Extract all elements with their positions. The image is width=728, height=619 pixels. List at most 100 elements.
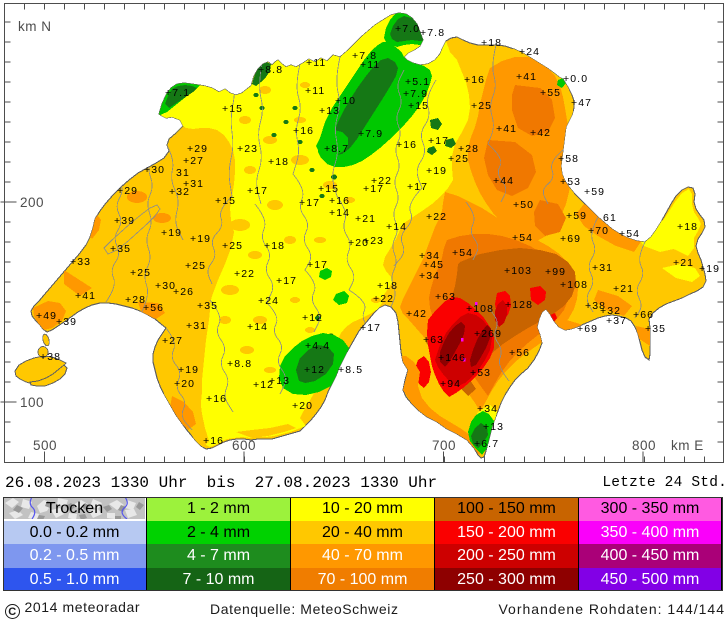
svg-text:+41: +41 bbox=[516, 71, 537, 83]
svg-text:+49: +49 bbox=[36, 310, 57, 322]
svg-text:+69: +69 bbox=[560, 233, 581, 245]
svg-text:+14: +14 bbox=[329, 207, 350, 219]
svg-text:800: 800 bbox=[632, 438, 656, 453]
svg-text:+56: +56 bbox=[143, 302, 164, 314]
svg-text:600: 600 bbox=[232, 438, 256, 453]
svg-text:+33: +33 bbox=[70, 256, 91, 268]
svg-text:+16: +16 bbox=[206, 393, 227, 405]
svg-text:+13: +13 bbox=[483, 421, 504, 433]
svg-text:+25: +25 bbox=[448, 153, 469, 165]
svg-text:+42: +42 bbox=[530, 127, 551, 139]
svg-text:+23: +23 bbox=[237, 143, 258, 155]
svg-text:+34: +34 bbox=[477, 403, 498, 415]
svg-text:+10: +10 bbox=[335, 95, 356, 107]
svg-text:+32: +32 bbox=[169, 186, 190, 198]
svg-text:+0.0: +0.0 bbox=[563, 73, 588, 85]
svg-text:+11: +11 bbox=[305, 85, 325, 97]
svg-text:+24: +24 bbox=[258, 295, 279, 307]
svg-text:+32: +32 bbox=[600, 305, 621, 317]
svg-text:+17: +17 bbox=[247, 185, 268, 197]
svg-text:+99: +99 bbox=[545, 266, 566, 278]
svg-text:+269: +269 bbox=[474, 328, 502, 340]
svg-text:+12: +12 bbox=[304, 364, 325, 376]
svg-text:+94: +94 bbox=[440, 378, 461, 390]
svg-text:+59: +59 bbox=[566, 210, 587, 222]
svg-text:+23: +23 bbox=[363, 235, 384, 247]
svg-text:+13: +13 bbox=[319, 105, 340, 117]
svg-text:+58: +58 bbox=[558, 153, 579, 165]
svg-text:700: 700 bbox=[432, 438, 456, 453]
svg-text:+66: +66 bbox=[633, 309, 654, 321]
svg-text:+13: +13 bbox=[269, 375, 290, 387]
svg-text:+14: +14 bbox=[386, 221, 407, 233]
svg-text:+19: +19 bbox=[161, 227, 182, 239]
svg-text:+4.4: +4.4 bbox=[305, 340, 330, 352]
svg-text:+17: +17 bbox=[428, 135, 449, 147]
svg-text:+54: +54 bbox=[619, 228, 640, 240]
svg-text:+8.8: +8.8 bbox=[258, 64, 283, 76]
svg-text:+20: +20 bbox=[292, 400, 313, 412]
svg-text:+63: +63 bbox=[435, 291, 456, 303]
svg-text:+6.7: +6.7 bbox=[474, 438, 499, 450]
svg-text:+16: +16 bbox=[329, 195, 350, 207]
svg-text:+45: +45 bbox=[423, 259, 444, 271]
svg-text:+17: +17 bbox=[407, 181, 428, 193]
svg-text:+26: +26 bbox=[173, 286, 194, 298]
svg-text:+7.1: +7.1 bbox=[165, 87, 190, 99]
svg-text:+15: +15 bbox=[215, 195, 236, 207]
svg-text:100: 100 bbox=[20, 395, 44, 410]
svg-text:+39: +39 bbox=[114, 215, 135, 227]
svg-text:+50: +50 bbox=[513, 199, 534, 211]
svg-text:+18: +18 bbox=[264, 240, 285, 252]
svg-text:+21: +21 bbox=[355, 213, 376, 225]
svg-text:+19: +19 bbox=[190, 233, 211, 245]
svg-text:+8.7: +8.7 bbox=[324, 143, 349, 155]
svg-text:+41: +41 bbox=[75, 290, 96, 302]
svg-text:+47: +47 bbox=[571, 97, 592, 109]
svg-text:+29: +29 bbox=[117, 185, 138, 197]
svg-text:+38: +38 bbox=[585, 300, 606, 312]
svg-text:+27: +27 bbox=[162, 335, 183, 347]
svg-text:61: 61 bbox=[603, 212, 617, 224]
svg-text:+69: +69 bbox=[577, 323, 598, 335]
svg-text:+34: +34 bbox=[419, 250, 440, 262]
svg-text:+53: +53 bbox=[470, 367, 491, 379]
svg-text:+8.8: +8.8 bbox=[227, 358, 252, 370]
svg-text:+22: +22 bbox=[234, 268, 255, 280]
svg-text:+17: +17 bbox=[276, 275, 297, 287]
svg-text:+27: +27 bbox=[183, 155, 204, 167]
svg-text:+56: +56 bbox=[509, 347, 530, 359]
svg-text:+18: +18 bbox=[677, 221, 698, 233]
svg-text:+18: +18 bbox=[377, 280, 398, 292]
svg-text:+11: +11 bbox=[360, 59, 380, 71]
svg-text:+38: +38 bbox=[40, 351, 61, 363]
svg-text:+19: +19 bbox=[178, 364, 199, 376]
svg-text:+35: +35 bbox=[110, 243, 131, 255]
svg-text:+44: +44 bbox=[493, 175, 514, 187]
svg-text:+30: +30 bbox=[144, 164, 165, 176]
svg-text:+31: +31 bbox=[592, 262, 613, 274]
svg-text:+18: +18 bbox=[481, 37, 502, 49]
svg-text:+7.8: +7.8 bbox=[352, 50, 377, 62]
svg-text:+108: +108 bbox=[466, 303, 494, 315]
svg-text:+22: +22 bbox=[373, 293, 394, 305]
svg-text:31: 31 bbox=[176, 167, 190, 179]
svg-text:+12: +12 bbox=[302, 312, 323, 324]
svg-text:+53: +53 bbox=[560, 176, 581, 188]
svg-text:+63: +63 bbox=[423, 334, 444, 346]
svg-text:+11: +11 bbox=[306, 57, 326, 69]
svg-text:+31: +31 bbox=[186, 320, 207, 332]
svg-text:+14: +14 bbox=[247, 321, 268, 333]
svg-text:+15: +15 bbox=[222, 103, 243, 115]
svg-text:+22: +22 bbox=[426, 211, 447, 223]
svg-text:+16: +16 bbox=[464, 74, 485, 86]
svg-text:+31: +31 bbox=[183, 178, 204, 190]
svg-text:+17: +17 bbox=[299, 197, 320, 209]
svg-text:+19: +19 bbox=[426, 165, 447, 177]
svg-text:+16: +16 bbox=[203, 435, 224, 447]
svg-text:+7.0: +7.0 bbox=[395, 23, 420, 35]
svg-text:+35: +35 bbox=[197, 300, 218, 312]
svg-text:+39: +39 bbox=[56, 316, 77, 328]
svg-text:km N: km N bbox=[18, 19, 52, 34]
svg-text:+5.1: +5.1 bbox=[405, 76, 430, 88]
